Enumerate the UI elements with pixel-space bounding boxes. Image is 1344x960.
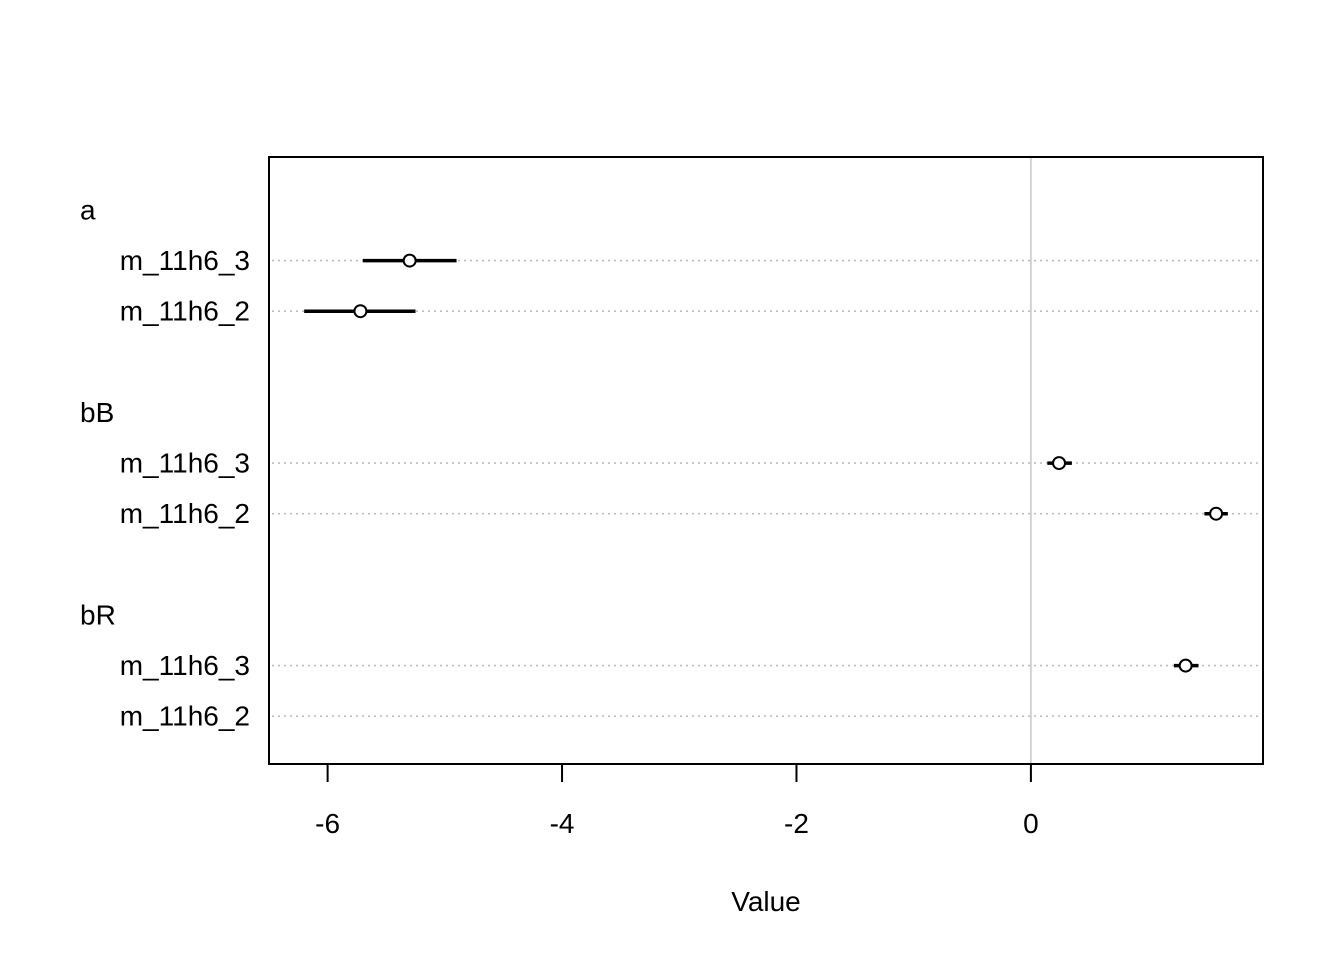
x-tick-label: 0	[1023, 808, 1039, 839]
x-axis: -6 -4 -2 0	[315, 763, 1039, 839]
estimate-point	[402, 253, 417, 268]
interval-marks	[304, 253, 1228, 673]
row-labels: am_11h6_3m_11h6_2bBm_11h6_3m_11h6_2bRm_1…	[80, 195, 250, 732]
estimate-point	[353, 304, 368, 319]
estimate-point	[1209, 506, 1224, 521]
grid-lines	[272, 259, 1260, 718]
estimate-point	[1178, 658, 1193, 673]
row-label: m_11h6_3	[120, 448, 250, 479]
estimate-point	[1052, 456, 1067, 471]
row-label: m_11h6_3	[120, 245, 250, 276]
row-label: m_11h6_2	[120, 498, 250, 529]
group-label: bR	[80, 600, 116, 631]
x-tick-label: -6	[315, 808, 340, 839]
row-label: m_11h6_2	[120, 701, 250, 732]
x-tick-label: -4	[550, 808, 575, 839]
row-label: m_11h6_2	[120, 296, 250, 327]
x-tick-label: -2	[784, 808, 809, 839]
x-axis-title: Value	[731, 886, 801, 917]
group-label: a	[80, 195, 96, 226]
row-label: m_11h6_3	[120, 650, 250, 681]
group-label: bB	[80, 397, 114, 428]
